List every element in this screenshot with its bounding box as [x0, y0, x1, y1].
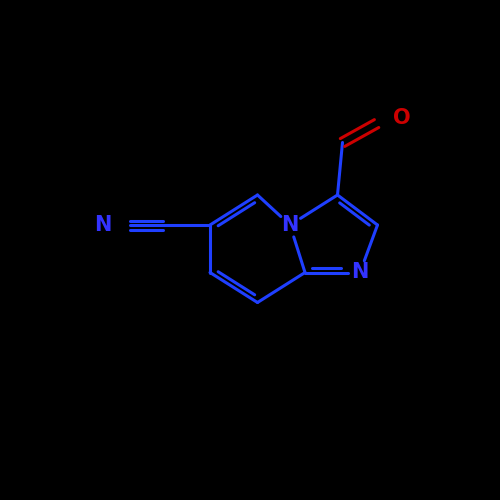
Text: N: N	[282, 215, 298, 235]
Text: O: O	[394, 108, 411, 128]
Text: N: N	[94, 215, 112, 235]
Text: N: N	[352, 262, 368, 282]
